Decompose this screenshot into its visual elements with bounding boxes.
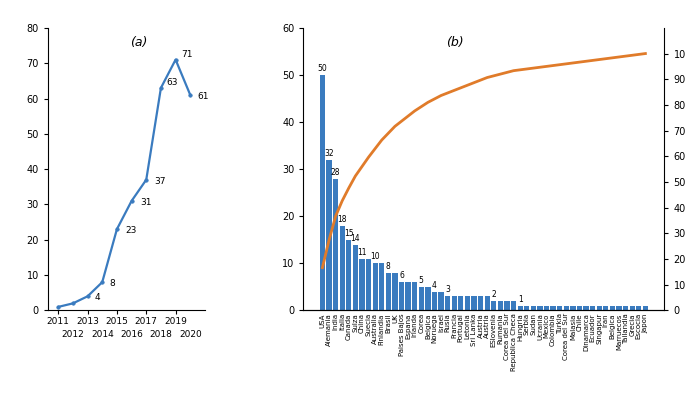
Text: 14: 14 [351,234,360,243]
Bar [597,306,602,310]
Bar [570,306,575,310]
Text: 3: 3 [445,285,450,295]
Bar [518,306,523,310]
Bar [484,296,490,310]
Bar [531,306,536,310]
Bar [451,296,457,310]
Bar [491,301,497,310]
Bar [636,306,641,310]
Bar [373,263,378,310]
Bar [438,292,444,310]
Bar [577,306,582,310]
Bar [584,306,588,310]
Bar [333,179,338,310]
Text: 32: 32 [324,149,334,158]
Bar [616,306,622,310]
Bar [623,306,628,310]
Bar [537,306,543,310]
Text: 4: 4 [95,293,100,302]
Bar [399,282,404,310]
Bar [478,296,483,310]
Bar [340,226,345,310]
Bar [630,306,635,310]
Bar [590,306,595,310]
Bar [603,306,608,310]
Bar [360,259,364,310]
Bar [353,244,358,310]
Text: 6: 6 [399,271,404,280]
Bar [610,306,615,310]
Text: 8: 8 [386,262,390,271]
Text: 28: 28 [331,168,340,177]
Text: 71: 71 [181,50,192,59]
Bar [326,160,332,310]
Bar [465,296,470,310]
Bar [425,287,430,310]
Bar [412,282,417,310]
Text: 4: 4 [432,281,437,290]
Bar [504,301,510,310]
Text: 23: 23 [125,226,136,235]
Bar [406,282,411,310]
Text: 5: 5 [419,276,424,285]
Text: 2: 2 [491,290,496,299]
Text: 15: 15 [344,229,353,238]
Bar [379,263,384,310]
Bar [432,292,437,310]
Text: (a): (a) [130,36,148,49]
Bar [511,301,516,310]
Bar [386,273,391,310]
Text: 10: 10 [371,252,380,261]
Bar [557,306,562,310]
Bar [524,306,530,310]
Bar [544,306,549,310]
Bar [445,296,450,310]
Bar [346,240,351,310]
Text: 1: 1 [518,295,523,304]
Text: 37: 37 [155,177,166,186]
Text: 50: 50 [318,64,327,73]
Text: 61: 61 [197,92,209,101]
Bar [320,75,325,310]
Bar [471,296,477,310]
Bar [643,306,648,310]
Text: 11: 11 [357,248,366,257]
Text: 8: 8 [109,279,115,288]
Bar [458,296,464,310]
Bar [366,259,371,310]
Text: (b): (b) [446,36,464,49]
Bar [498,301,503,310]
Bar [564,306,569,310]
Text: 31: 31 [140,198,151,207]
Bar [551,306,556,310]
Text: 18: 18 [338,215,347,224]
Bar [419,287,424,310]
Bar [393,273,397,310]
Text: 63: 63 [166,78,178,87]
